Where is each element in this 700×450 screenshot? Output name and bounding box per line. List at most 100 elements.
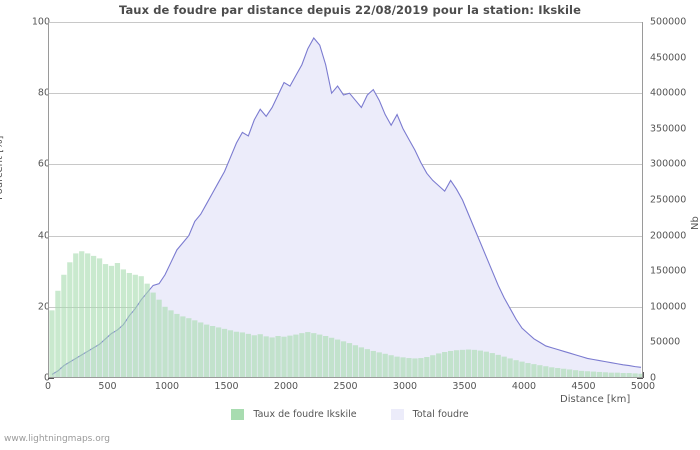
bar <box>346 343 353 377</box>
bar <box>305 332 311 377</box>
x-tick <box>643 372 644 378</box>
bar <box>638 373 642 377</box>
bar <box>442 352 448 377</box>
x-axis-label: Distance [km] <box>560 394 631 405</box>
y-tick-label-right: 100000 <box>650 301 687 313</box>
bar <box>352 345 359 377</box>
bar <box>198 322 204 377</box>
bar <box>186 318 192 377</box>
legend-label-taux-de-foudre-ikskile: Taux de foudre Ikskile <box>253 409 357 420</box>
footer-attribution: www.lightningmaps.org <box>4 434 110 444</box>
bar <box>269 337 275 377</box>
bar <box>364 349 370 377</box>
bar <box>61 274 67 377</box>
legend-item-total-foudre[interactable]: Total foudre <box>390 409 469 420</box>
x-tick-label: 2000 <box>273 381 299 392</box>
bar <box>96 258 103 377</box>
x-tick-label: 500 <box>98 381 117 392</box>
y-tick-label-left: 100 <box>31 16 50 28</box>
legend-label-total-foudre: Total foudre <box>412 409 469 420</box>
bar-series-taux-de-foudre-ikskile <box>49 251 642 377</box>
bar <box>174 313 180 377</box>
bar <box>590 371 597 377</box>
x-tick-label: 4500 <box>571 381 596 392</box>
bar <box>507 358 513 377</box>
chart-canvas <box>49 37 642 377</box>
bar <box>311 333 317 377</box>
bar <box>626 373 632 377</box>
bar <box>602 372 608 377</box>
bar <box>448 350 454 377</box>
bar <box>138 276 144 377</box>
bar <box>281 336 287 377</box>
bar <box>275 335 281 377</box>
y-tick-label-right: 250000 <box>650 194 687 206</box>
bar <box>412 358 418 377</box>
bar <box>376 352 382 377</box>
y-tick-label-left: 60 <box>37 158 50 170</box>
bar <box>221 328 228 377</box>
bar <box>251 335 257 377</box>
bar <box>245 333 251 377</box>
bar <box>204 324 210 377</box>
gridline-80 <box>49 93 642 95</box>
chart-legend: Taux de foudre Ikskile Total foudre <box>0 409 700 420</box>
y-tick-label-right: 300000 <box>650 158 687 170</box>
y-tick-label-right: 350000 <box>650 123 687 135</box>
bar <box>180 316 186 377</box>
legend-item-taux-de-foudre-ikskile[interactable]: Taux de foudre Ikskile <box>231 409 357 420</box>
bar <box>501 356 507 377</box>
bar <box>257 334 263 377</box>
bar <box>483 351 489 377</box>
bar <box>132 274 138 377</box>
bar <box>388 355 394 377</box>
y-tick-right <box>637 378 643 379</box>
bar <box>382 353 388 377</box>
x-tick-label: 5000 <box>630 381 656 392</box>
bar <box>299 333 305 377</box>
bar <box>55 290 61 377</box>
bar <box>572 370 579 377</box>
bar <box>406 358 412 377</box>
bar <box>465 349 472 377</box>
bar <box>329 337 335 377</box>
bar <box>578 370 585 377</box>
bar <box>549 367 555 377</box>
bar <box>471 349 478 377</box>
x-tick-label: 2500 <box>333 381 358 392</box>
bar <box>192 320 198 377</box>
bar <box>614 372 620 377</box>
bar <box>632 373 638 377</box>
bar <box>85 253 91 377</box>
x-tick-label: 1000 <box>154 381 180 392</box>
bar <box>156 299 162 377</box>
area-series-total-foudre <box>51 38 642 377</box>
bar <box>168 310 174 377</box>
y-tick-label-right: 500000 <box>650 16 687 28</box>
bar <box>400 357 406 377</box>
y-tick-label-left: 40 <box>37 230 50 242</box>
bar <box>67 262 73 377</box>
bar <box>513 360 519 377</box>
bar <box>120 269 126 377</box>
y-tick-label-right: 200000 <box>650 230 687 242</box>
x-tick-label: 3500 <box>452 381 477 392</box>
x-tick-label: 3000 <box>392 381 418 392</box>
y-tick-label-left: 20 <box>37 301 50 313</box>
bar <box>525 363 531 377</box>
bar <box>543 366 549 377</box>
bar <box>596 371 602 377</box>
y-tick-left <box>48 378 54 379</box>
y-tick-label-right: 50000 <box>650 336 681 348</box>
bar <box>215 327 222 377</box>
bar <box>317 334 323 377</box>
bar <box>418 358 424 377</box>
y-tick-label-left: 0 <box>43 372 50 384</box>
x-tick-label: 1500 <box>214 381 239 392</box>
x-tick-label: 0 <box>44 381 52 392</box>
y-tick-label-right: 450000 <box>650 52 687 64</box>
bar <box>340 341 347 377</box>
area-series-total-foudre-line <box>51 37 642 375</box>
bar <box>49 310 55 377</box>
bar <box>555 368 561 377</box>
